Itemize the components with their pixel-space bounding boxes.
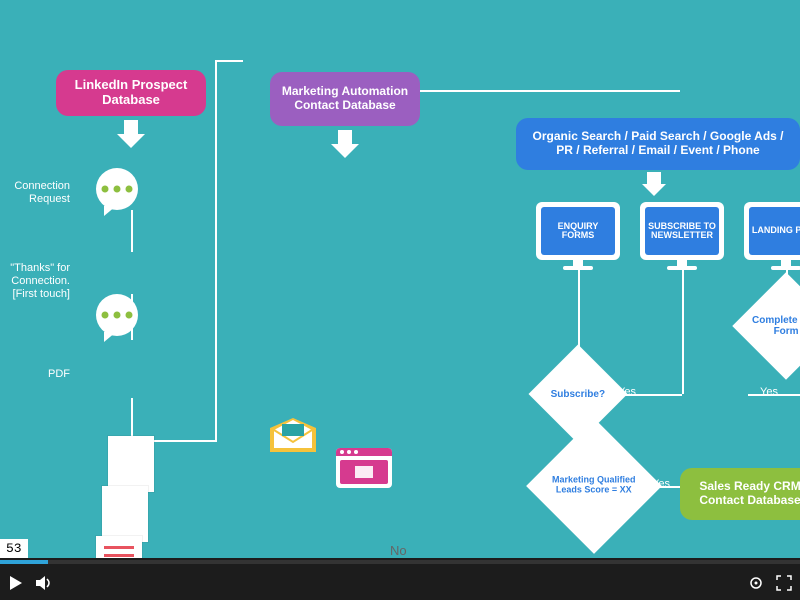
pdf-doc-icon — [102, 486, 148, 542]
webpage-card-icon — [336, 448, 392, 488]
node-linkedin: LinkedIn Prospect Database — [56, 70, 206, 116]
arrow-down-icon — [642, 172, 666, 196]
progress-played — [0, 560, 48, 564]
arrow-down-icon — [331, 130, 359, 158]
node-organic: Organic Search / Paid Search / Google Ad… — [516, 118, 800, 170]
connector-line — [131, 210, 133, 252]
left-step-label-0: Connection Request — [0, 180, 70, 206]
chat-bubble-icon — [96, 168, 138, 210]
yes-label-1: Yes — [760, 386, 778, 398]
pdf-doc-icon — [108, 436, 154, 492]
node-salesready: Sales Ready CRM Contact Database — [680, 468, 800, 520]
left-step-label-2: PDF — [0, 368, 70, 381]
player-controls — [0, 566, 800, 600]
timestamp-badge: 53 — [0, 539, 28, 558]
connector-line — [215, 60, 217, 442]
left-step-label-1: "Thanks" for Connection. [First touch] — [0, 262, 70, 302]
yes-label-0: Yes — [618, 386, 636, 398]
envelope-icon — [270, 418, 800, 452]
connector-line — [131, 398, 133, 440]
connector-line — [420, 90, 680, 92]
fullscreen-icon[interactable] — [776, 575, 792, 591]
connector-line — [215, 60, 243, 62]
decision-completecta: Complete CTA Form — [732, 272, 800, 379]
progress-bar[interactable] — [0, 558, 800, 566]
play-icon[interactable] — [8, 575, 24, 591]
chat-bubble-icon — [96, 294, 138, 336]
connector-line — [682, 270, 684, 394]
monitor-2: LANDING PAGE — [744, 202, 800, 270]
settings-icon[interactable] — [748, 575, 764, 591]
monitor-1: SUBSCRIBE TO NEWSLETTER — [640, 202, 724, 270]
node-marketing: Marketing Automation Contact Database — [270, 72, 420, 126]
volume-icon[interactable] — [36, 575, 54, 591]
diagram-stage: LinkedIn Prospect Database Marketing Auto… — [0, 0, 800, 600]
no-label: No — [390, 543, 407, 558]
progress-track — [0, 560, 800, 564]
video-player-overlay: 53 No — [0, 539, 800, 600]
arrow-down-icon — [117, 120, 145, 148]
yes-label-2: Yes — [652, 478, 670, 490]
monitor-0: ENQUIRY FORMS — [536, 202, 620, 270]
